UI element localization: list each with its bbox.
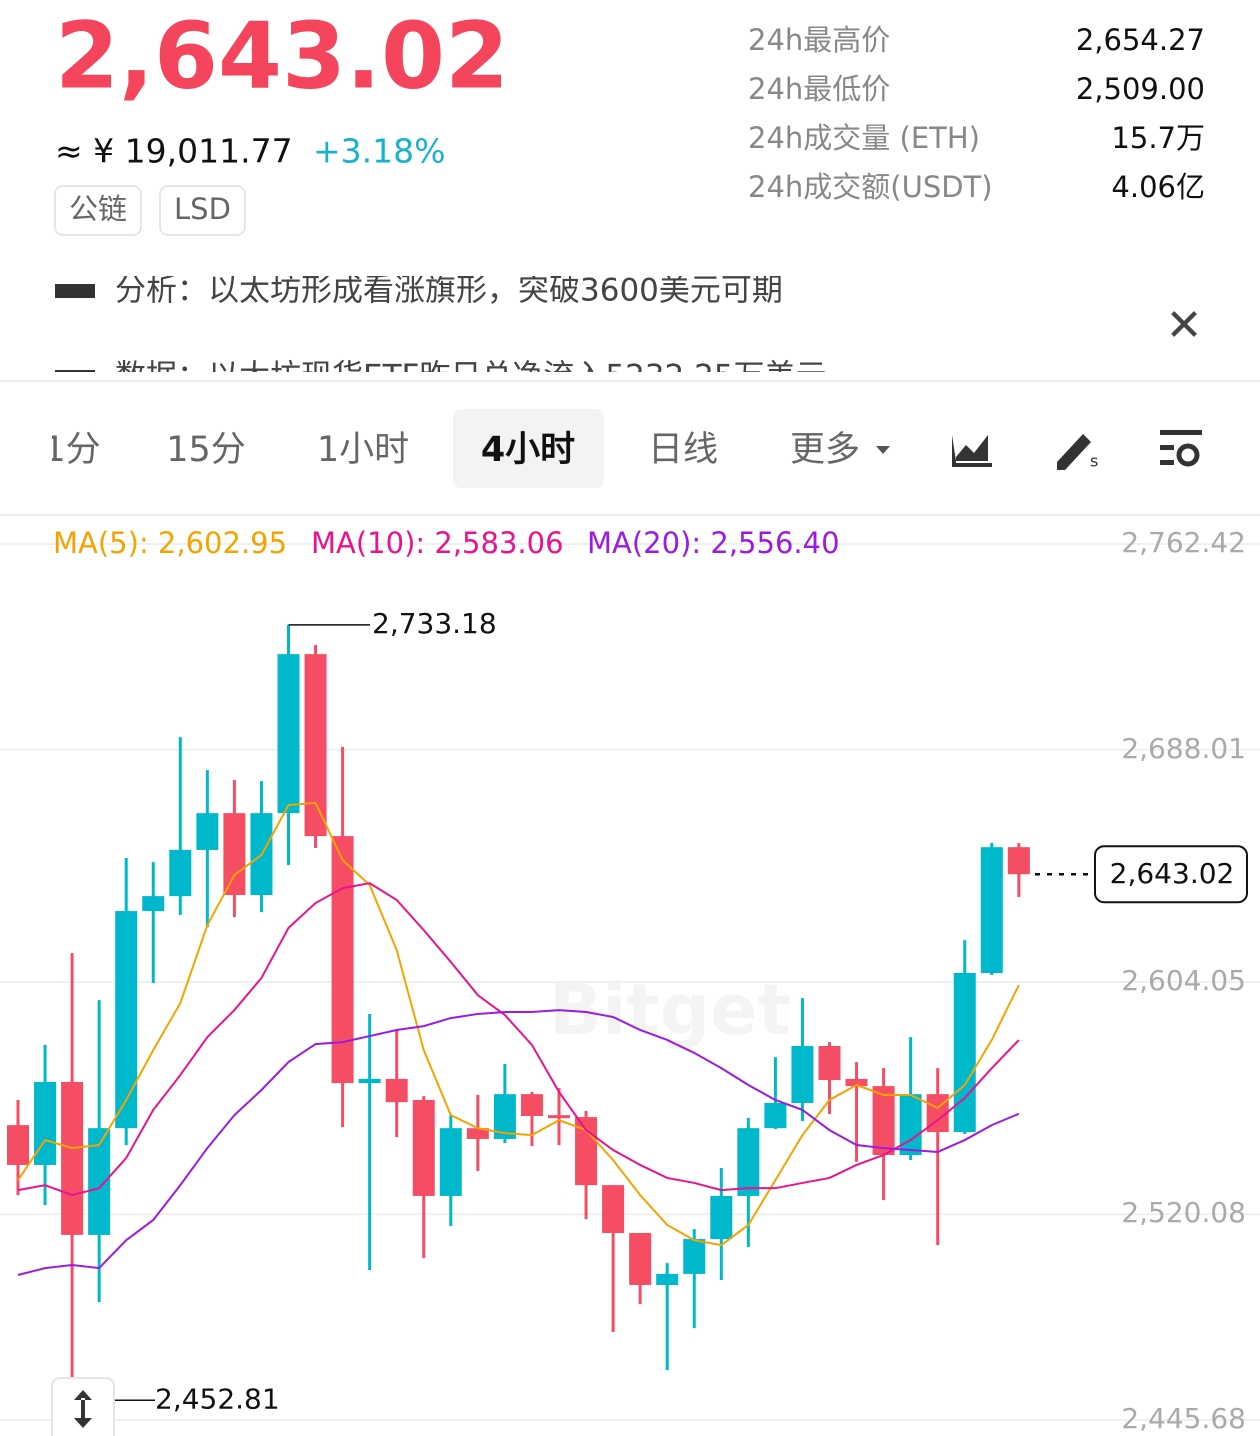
low-marker-icon[interactable]: [51, 1377, 115, 1436]
candle-body: [88, 1128, 111, 1235]
candle-body: [980, 847, 1003, 974]
ma-line: [17, 882, 1020, 1197]
ma-legend: MA(10): 2,583.06: [311, 526, 564, 560]
tab[interactable]: 1分: [43, 430, 101, 470]
candle-body: [331, 836, 354, 1084]
stat-label: 24h最高价: [748, 23, 890, 57]
stat-label: 24h成交额(USDT): [748, 170, 993, 204]
y-tick-label: 2,688.01: [1121, 732, 1246, 765]
news-text: 数据：以太坊现货ETF昨日总净流入5232.25万美元: [115, 359, 827, 395]
candle-body: [710, 1195, 733, 1240]
candle-body: [683, 1239, 706, 1274]
tab[interactable]: 日线: [648, 430, 718, 470]
candle-body: [61, 1081, 84, 1235]
stat-value: 2,509.00: [1076, 72, 1205, 106]
dropdown-arrow: [876, 446, 890, 454]
candle-body: [548, 1115, 570, 1119]
tab[interactable]: 更多: [790, 430, 860, 470]
news-icon: [55, 284, 95, 298]
candle-body: [142, 896, 165, 912]
ma-line: [17, 1009, 1020, 1276]
candle-body: [737, 1128, 760, 1196]
high-marker-label: 2,733.18: [372, 607, 497, 640]
candle-body: [899, 1094, 922, 1155]
y-tick-label: 2,604.05: [1121, 964, 1246, 997]
header: 2,643.02 ≈ ¥ 19,011.77 +3.18% 公链 LSD 24h最高…: [54, 2, 1205, 236]
stat-label: 24h成交量 (ETH): [748, 121, 980, 155]
ma-line: [17, 801, 1020, 1247]
candle-body: [169, 849, 192, 897]
svg-text:s: s: [1090, 452, 1098, 471]
candle-body: [629, 1232, 652, 1285]
tab-bar: 1分 15分 1小时 4小时 日线 更多: [43, 409, 890, 488]
candle-body: [791, 1046, 814, 1103]
y-tick-label: 2,445.68: [1121, 1402, 1246, 1435]
news-icon: [55, 370, 95, 372]
candle-body: [520, 1094, 543, 1116]
tag-label: LSD: [174, 192, 231, 226]
tab[interactable]: 15分: [166, 430, 246, 470]
close-icon[interactable]: ✕: [1166, 300, 1203, 351]
candle-body: [34, 1081, 57, 1165]
candlestick-chart: Bitget2,445.682,520.082,604.052,688.012,…: [0, 526, 1260, 1435]
cny-price: ≈ ¥ 19,011.77: [55, 132, 293, 171]
tag-box: [54, 185, 143, 236]
ma-legend: MA(5): 2,602.95: [53, 526, 287, 560]
change: +3.18%: [313, 132, 445, 171]
candle-body: [223, 813, 246, 896]
candle-body: [277, 654, 300, 814]
stat-value: 4.06亿: [1111, 170, 1205, 204]
candle-body: [872, 1086, 895, 1155]
last-price-label: 2,643.02: [1110, 857, 1235, 890]
candle-body: [7, 1125, 29, 1165]
candle-body: [953, 973, 976, 1133]
candle-body: [358, 1078, 381, 1084]
ma-legend: MA(20): 2,556.40: [587, 526, 840, 560]
price: 2,643.02: [55, 2, 509, 109]
news-text: 分析：以太坊形成看涨旗形，突破3600美元可期: [115, 273, 783, 309]
candle-body: [493, 1094, 516, 1139]
tab[interactable]: 1小时: [317, 430, 409, 470]
tag-box: [159, 185, 246, 236]
candle-body: [115, 911, 138, 1129]
stat-value: 15.7万: [1111, 121, 1205, 155]
candle-body: [196, 813, 219, 850]
chart-type-icon[interactable]: [952, 435, 992, 467]
candle-body: [602, 1185, 625, 1233]
candle-body: [466, 1128, 489, 1139]
low-marker-label: 2,452.81: [155, 1382, 280, 1415]
candle-body: [1007, 847, 1030, 875]
candle-body: [304, 654, 327, 837]
draw-icon[interactable]: s: [1057, 434, 1098, 471]
y-tick-label: 2,520.08: [1121, 1196, 1246, 1229]
candle-body: [764, 1102, 787, 1129]
tag-label: 公链: [69, 192, 127, 226]
active-tab-bg: [453, 409, 604, 488]
stat-label: 24h最低价: [748, 72, 890, 106]
candle-body: [818, 1046, 841, 1081]
candle-body: [845, 1078, 868, 1087]
last-price-box: [1094, 845, 1248, 904]
settings-icon[interactable]: [1160, 430, 1202, 467]
news-ticker: 分析：以太坊形成看涨旗形，突破3600美元可期数据：以太坊现货ETF昨日总净流入…: [55, 273, 827, 395]
candle-body: [439, 1128, 462, 1196]
tab[interactable]: 4小时: [481, 430, 575, 470]
candle-body: [385, 1078, 408, 1103]
candle-body: [412, 1099, 435, 1196]
stat-value: 2,654.27: [1076, 23, 1205, 57]
candle-body: [656, 1273, 679, 1285]
y-tick-label: 2,762.42: [1121, 526, 1246, 559]
